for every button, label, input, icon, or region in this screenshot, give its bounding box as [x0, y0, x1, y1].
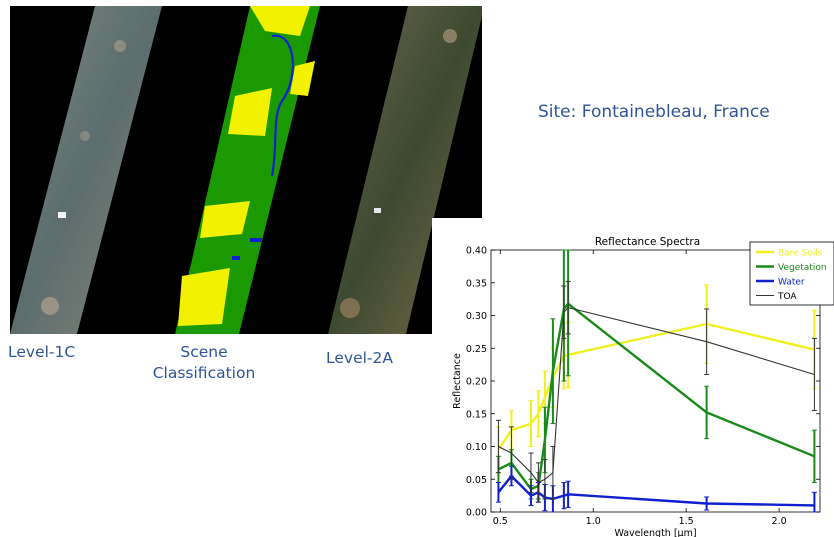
legend-label-water: Water [778, 278, 805, 288]
x-tick-label: 0.5 [493, 516, 508, 527]
chart-title: Reflectance Spectra [595, 236, 700, 248]
scene-caption-line2: Classification [152, 364, 256, 382]
toa-series-line [498, 307, 815, 484]
y-axis-label: Reflectance [452, 353, 463, 409]
y-tick-label: 0.30 [466, 311, 487, 322]
y-tick-label: 0.10 [466, 442, 487, 453]
scene-classification-strip [175, 6, 320, 334]
x-tick-label: 2.0 [772, 516, 787, 527]
y-tick-label: 0.35 [466, 278, 487, 289]
y-tick-label: 0.25 [466, 344, 487, 355]
y-tick-label: 0.15 [466, 409, 487, 420]
reflectance-chart-panel: 0.00 0.05 0.10 0.15 0.20 0.25 0.30 0.35 0.40 0.5 1… [432, 218, 834, 537]
y-tick-label: 0.20 [466, 377, 487, 388]
vegetation-series-line [497, 302, 815, 491]
x-axis-label: Wavelength [μm] [614, 528, 696, 537]
legend-label-vegetation: Vegetation [778, 263, 827, 273]
x-tick-label: 1.0 [586, 516, 601, 527]
level-2a-strip [328, 6, 482, 334]
level-1c-caption: Level-1C [8, 343, 76, 361]
y-tick-label: 0.05 [466, 475, 487, 486]
scene-caption-line1: Scene [180, 343, 228, 361]
water-series-line [497, 474, 815, 507]
reflectance-chart: 0.00 0.05 0.10 0.15 0.20 0.25 0.30 0.35 0.40 0.5 1… [452, 236, 834, 537]
scene-classification-caption: Scene Classification [140, 342, 268, 384]
y-tick-label: 0.00 [466, 508, 487, 519]
x-tick-label: 1.5 [679, 516, 694, 527]
level-2a-caption: Level-2A [326, 349, 393, 367]
bare-soils-series-line [497, 322, 815, 451]
satellite-imagery-panel [10, 6, 482, 334]
legend-label-toa: TOA [777, 292, 797, 302]
level-1c-strip [10, 6, 162, 334]
legend-label-bare-soils: Bare Soils [778, 249, 823, 259]
site-label: Site: Fontainebleau, France [538, 102, 770, 122]
y-tick-label: 0.40 [466, 246, 487, 257]
